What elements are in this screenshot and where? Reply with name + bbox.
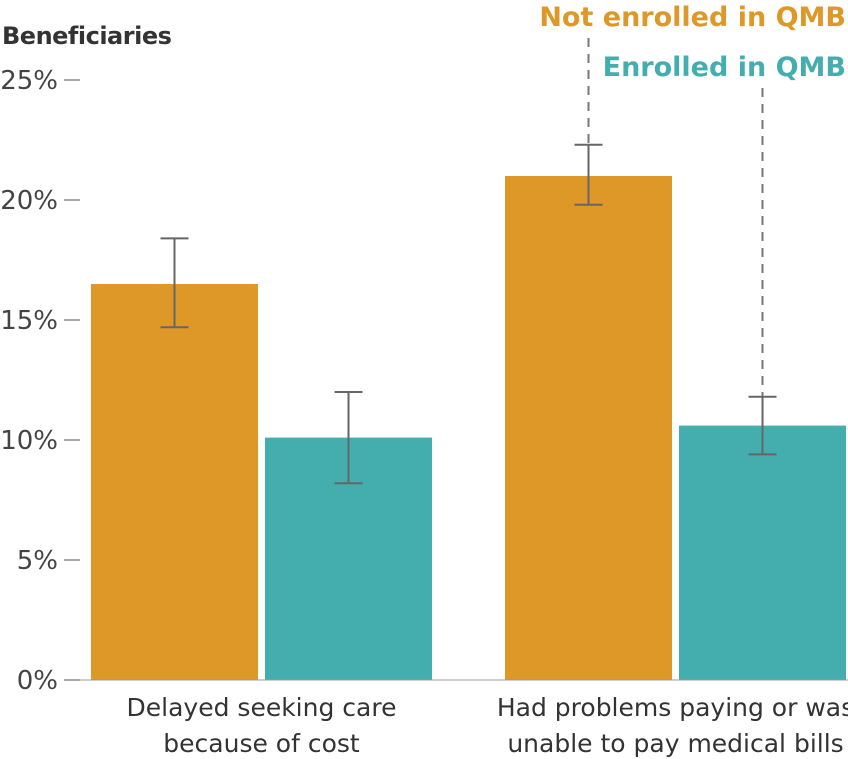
y-tick-label: 15% bbox=[0, 306, 58, 336]
legend-label: Not enrolled in QMB bbox=[539, 2, 846, 33]
bar bbox=[91, 284, 258, 680]
category-labels: Delayed seeking care because of cost Had p… bbox=[127, 693, 848, 758]
legend-label: Enrolled in QMB bbox=[603, 52, 846, 83]
category-label: Had problems paying or was bbox=[497, 693, 848, 722]
legend-leader-lines bbox=[587, 38, 764, 397]
y-axis-title: Beneficiaries bbox=[2, 22, 172, 50]
bars bbox=[80, 176, 848, 681]
y-tick-label: 5% bbox=[17, 546, 58, 576]
y-tick-label: 0% bbox=[17, 666, 58, 696]
error-bars bbox=[160, 143, 777, 485]
bar bbox=[505, 176, 672, 680]
y-axis: 0% 5% 10% 15% 20% 25% bbox=[0, 66, 80, 696]
bar bbox=[679, 425, 846, 680]
category-label: because of cost bbox=[163, 729, 360, 758]
y-tick-label: 20% bbox=[0, 186, 58, 216]
y-tick-label: 10% bbox=[0, 426, 58, 456]
category-label: unable to pay medical bills bbox=[507, 729, 843, 758]
legend: Not enrolled in QMB Enrolled in QMB bbox=[539, 2, 846, 83]
y-tick-label: 25% bbox=[0, 66, 58, 96]
category-label: Delayed seeking care bbox=[127, 693, 397, 722]
